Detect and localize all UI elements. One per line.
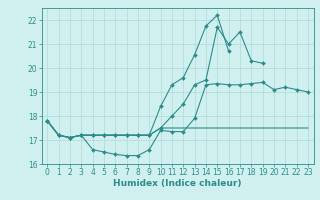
X-axis label: Humidex (Indice chaleur): Humidex (Indice chaleur) bbox=[113, 179, 242, 188]
